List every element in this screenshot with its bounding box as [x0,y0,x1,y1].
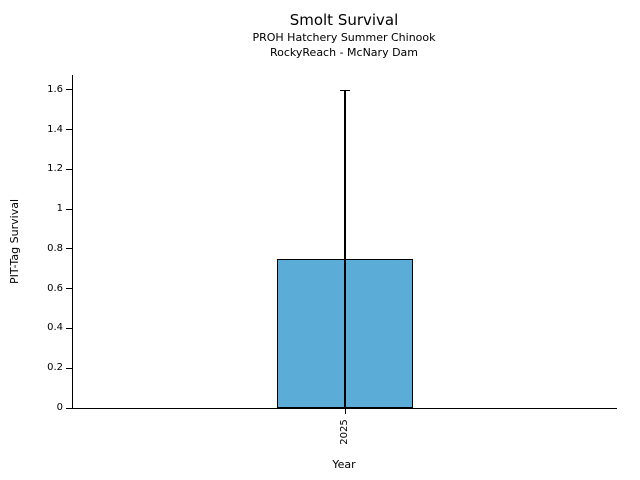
chart-subtitle-line2: RockyReach - McNary Dam [269,46,419,59]
y-tick [66,367,72,369]
y-tick-label: 1.6 [47,83,63,95]
y-tick-label: 0 [56,402,63,413]
y-tick [66,168,72,170]
y-tick-label: 1 [56,203,63,215]
plot-area: 0 0.2 0.4 0.6 0.8 1 1.2 1.4 1.6 2025 [47,75,617,445]
y-tick-label: 0.6 [47,282,63,294]
y-tick [66,129,72,131]
error-bar [344,89,346,408]
y-tick [66,407,72,409]
error-bar-cap-top [340,89,350,92]
x-axis-label: Year [332,458,356,471]
y-tick-label: 0.8 [47,242,63,254]
y-tick [66,89,72,91]
x-tick [344,409,346,414]
y-tick-label: 0.4 [47,322,63,334]
y-tick-label: 0.2 [47,362,63,374]
chart-header: Smolt Survival PROH Hatchery Summer Chin… [72,11,616,60]
y-tick-label: 1.4 [47,123,63,135]
y-tick [66,327,72,329]
chart-subtitle-line1: PROH Hatchery Summer Chinook [252,31,436,44]
y-tick [66,288,72,290]
x-tick-label: 2025 [339,419,350,445]
y-tick [66,208,72,210]
y-tick [66,248,72,250]
chart-title: Smolt Survival [289,11,399,29]
y-tick-label: 1.2 [47,163,63,175]
y-axis-label: PIT-Tag Survival [8,199,21,285]
